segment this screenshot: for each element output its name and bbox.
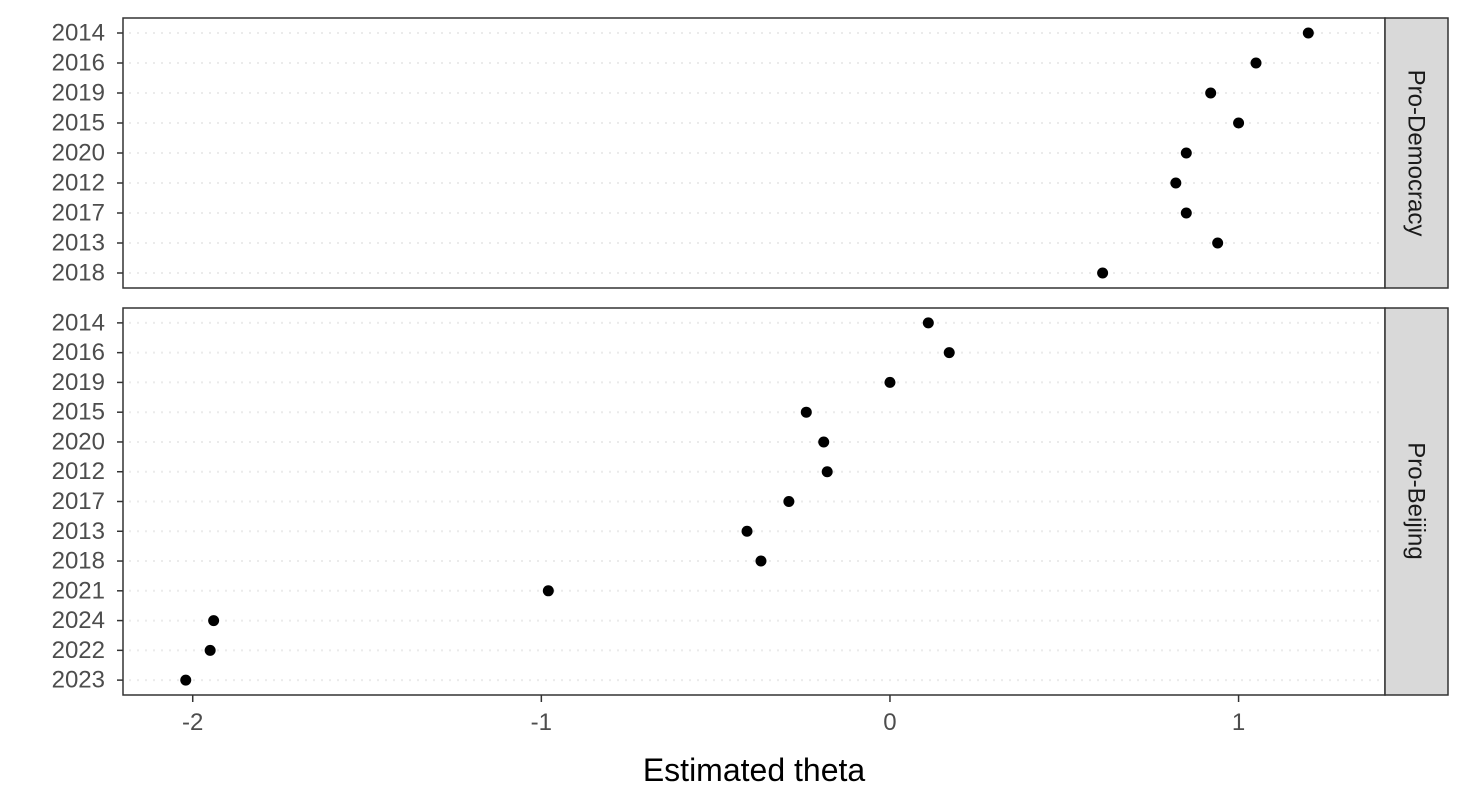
data-point-2022 xyxy=(204,644,216,656)
facet-strip-top xyxy=(1384,17,1449,289)
y-tick-label: 2016 xyxy=(52,50,105,77)
grid-lines-top xyxy=(129,32,1379,274)
data-point-2012 xyxy=(1170,177,1182,189)
y-tick-label: 2020 xyxy=(52,140,105,167)
facet-label-pro-beijing: Pro-Beijing xyxy=(1403,442,1430,559)
x-tick-label: -1 xyxy=(531,709,552,736)
x-tick-label: -2 xyxy=(182,709,203,736)
grid-lines-bottom xyxy=(129,321,1379,682)
y-tick-label: 2018 xyxy=(52,260,105,287)
facet-label-pro-democracy: Pro-Democracy xyxy=(1403,70,1430,237)
data-point-2015 xyxy=(800,406,812,418)
points-bottom xyxy=(180,317,955,686)
data-point-2014 xyxy=(1302,27,1314,39)
points-top xyxy=(1097,27,1314,279)
y-tick-labels-top: 2014 2016 2019 2015 2020 2012 2017 2013 2018 xyxy=(52,20,123,287)
y-tick-label: 2013 xyxy=(52,230,105,257)
panel-top: 2014 2016 2019 2015 2020 2012 2017 2013 2018 Pro… xyxy=(52,17,1449,289)
data-point-2021 xyxy=(542,585,554,597)
data-point-2018 xyxy=(1097,267,1109,279)
data-point-2015 xyxy=(1233,117,1245,129)
data-point-2024 xyxy=(208,615,220,627)
y-tick-label: 2023 xyxy=(52,667,105,694)
y-tick-label: 2017 xyxy=(52,200,105,227)
data-point-2013 xyxy=(1212,237,1224,249)
data-point-2012 xyxy=(821,466,833,478)
data-point-2018 xyxy=(755,555,767,567)
x-tick-label: 1 xyxy=(1232,709,1245,736)
data-point-2013 xyxy=(741,525,753,537)
data-point-2019 xyxy=(884,376,896,388)
data-point-2016 xyxy=(943,347,955,359)
y-tick-label: 2022 xyxy=(52,637,105,664)
y-tick-label: 2019 xyxy=(52,369,105,396)
data-point-2016 xyxy=(1250,57,1262,69)
data-point-2019 xyxy=(1205,87,1217,99)
y-tick-label: 2020 xyxy=(52,428,105,455)
y-tick-label: 2015 xyxy=(52,110,105,137)
x-tick-label: 0 xyxy=(883,709,896,736)
data-point-2014 xyxy=(922,317,934,329)
y-tick-label: 2019 xyxy=(52,80,105,107)
data-point-2017 xyxy=(1180,207,1192,219)
data-point-2020 xyxy=(1180,147,1192,159)
y-tick-label: 2024 xyxy=(52,607,105,634)
y-tick-label: 2013 xyxy=(52,518,105,545)
y-tick-label: 2016 xyxy=(52,339,105,366)
x-axis-title: Estimated theta xyxy=(643,752,866,788)
y-tick-label: 2014 xyxy=(52,20,105,47)
y-tick-label: 2012 xyxy=(52,170,105,197)
y-tick-label: 2018 xyxy=(52,548,105,575)
y-tick-label: 2017 xyxy=(52,488,105,515)
y-tick-label: 2015 xyxy=(52,399,105,426)
x-axis: -2 -1 0 1 xyxy=(182,695,1245,736)
y-tick-label: 2012 xyxy=(52,458,105,485)
facet-strip-bottom xyxy=(1384,307,1449,696)
y-tick-label: 2014 xyxy=(52,309,105,336)
data-point-2017 xyxy=(783,496,795,507)
y-tick-label: 2021 xyxy=(52,577,105,604)
data-point-2023 xyxy=(180,674,192,686)
data-point-2020 xyxy=(818,436,830,448)
